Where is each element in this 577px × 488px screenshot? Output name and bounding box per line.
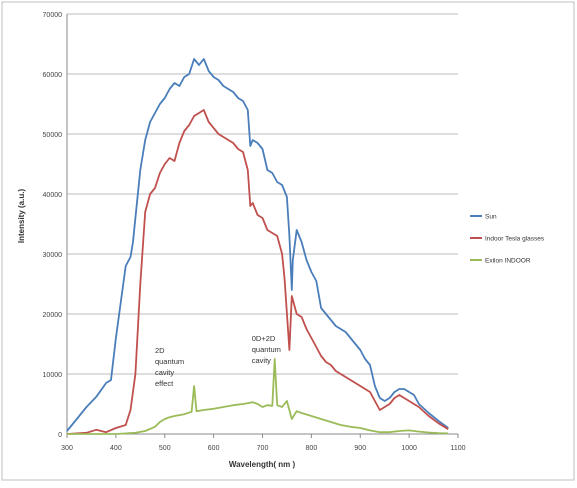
annotation-text: 0D+2D [252,334,276,343]
legend-label: Exilon INDOOR [485,258,531,265]
x-tick-label: 600 [208,445,220,452]
series-line-2 [67,358,449,435]
annotation-text: 2D [155,346,165,355]
annotation-text: quantum [155,357,184,366]
x-tick-label: 800 [306,445,318,452]
x-tick-label: 400 [110,445,122,452]
annotation-text: cavity [252,356,271,365]
annotation-text: quantum [252,345,281,354]
legend-label: Sun [485,214,497,221]
y-tick-label: 60000 [43,72,63,79]
y-tick-label: 70000 [43,12,63,19]
gridlines [66,13,458,435]
x-tick-label: 700 [257,445,269,452]
y-tick-label: 40000 [43,192,63,199]
y-tick-label: 10000 [43,372,63,379]
legend: Sun Indoor Tesla glasses Exilon INDOOR [470,214,545,265]
series-lines [66,58,449,435]
x-tick-label: 300 [61,445,73,452]
series-line-1 [66,109,449,435]
x-tick-label: 1100 [450,445,465,452]
y-axis-label: Intensity (a.u.) [17,189,26,244]
y-tick-label: 0 [58,432,62,439]
x-tick-label: 1000 [401,445,417,452]
legend-label: Indoor Tesla glasses [485,236,545,243]
annotation-text: cavity [155,368,174,377]
annotation-text: effect [155,379,174,388]
y-axis-ticks: 0 10000 20000 30000 40000 50000 60000 70000 [43,12,63,439]
series-line-0 [66,58,449,432]
y-tick-label: 20000 [43,312,63,319]
y-tick-label: 30000 [43,252,63,259]
x-axis-label: Wavelength( nm ) [229,460,296,469]
annotations: 2D quantum cavity effect 0D+2D quantum cavity [155,334,281,388]
chart-background [1,1,575,481]
y-tick-label: 50000 [43,132,63,139]
x-tick-label: 500 [159,445,171,452]
x-tick-label: 900 [354,445,366,452]
